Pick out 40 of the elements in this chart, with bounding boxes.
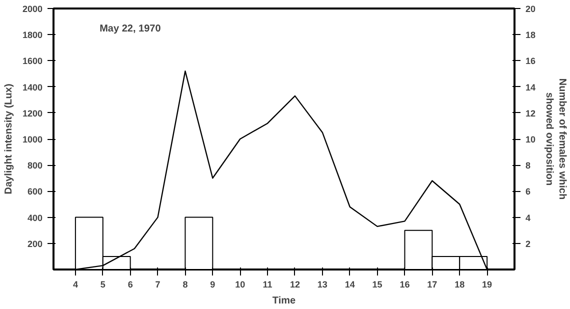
x-axis-title: Time bbox=[272, 296, 296, 306]
y-tick-label: 600 bbox=[27, 186, 43, 197]
x-tick-label: 5 bbox=[100, 280, 106, 290]
y2-tick-label: 6 bbox=[526, 186, 531, 197]
x-tick-label: 14 bbox=[344, 280, 355, 290]
x-tick-label: 13 bbox=[317, 280, 328, 290]
y2-tick-label: 18 bbox=[526, 30, 536, 40]
x-tick-label: 17 bbox=[427, 280, 438, 290]
y2-tick-label: 2 bbox=[526, 238, 531, 249]
y-tick-label: 400 bbox=[27, 212, 43, 223]
x-tick-label: 8 bbox=[182, 280, 188, 290]
annotation: May 22, 1970 bbox=[100, 24, 162, 35]
y2-axis-title: Number of females which showed oviposition bbox=[544, 78, 568, 200]
y-tick-label: 1800 bbox=[22, 30, 43, 40]
y2-tick-label: 12 bbox=[526, 108, 536, 118]
y2-tick-label: 16 bbox=[526, 56, 536, 66]
y-tick-label: 200 bbox=[27, 238, 43, 249]
y2-tick-label: 8 bbox=[526, 160, 531, 171]
x-tick-label: 10 bbox=[235, 280, 246, 290]
y-axis-title: Daylight intensity (Lux) bbox=[3, 84, 14, 194]
x-tick-label: 18 bbox=[454, 280, 465, 290]
y-tick-label: 800 bbox=[27, 160, 43, 171]
y2-tick-label: 4 bbox=[526, 212, 531, 223]
x-tick-label: 7 bbox=[155, 280, 160, 290]
x-tick-label: 9 bbox=[210, 280, 216, 290]
y2-tick-label: 14 bbox=[526, 82, 536, 92]
y2-tick-label: 20 bbox=[526, 4, 536, 14]
x-tick-label: 12 bbox=[290, 280, 300, 290]
y-tick-label: 1200 bbox=[22, 108, 43, 118]
y-tick-label: 1600 bbox=[22, 56, 43, 66]
x-tick-label: 19 bbox=[482, 280, 492, 290]
x-tick-label: 6 bbox=[128, 280, 133, 290]
y-tick-label: 1000 bbox=[22, 134, 43, 144]
y-tick-label: 1400 bbox=[22, 82, 43, 92]
y2-tick-label: 10 bbox=[526, 134, 536, 144]
x-tick-label: 11 bbox=[262, 280, 272, 290]
x-tick-label: 16 bbox=[400, 280, 410, 290]
x-tick-label: 4 bbox=[72, 280, 78, 290]
x-tick-label: 15 bbox=[372, 280, 382, 290]
y-tick-label: 2000 bbox=[22, 4, 43, 14]
